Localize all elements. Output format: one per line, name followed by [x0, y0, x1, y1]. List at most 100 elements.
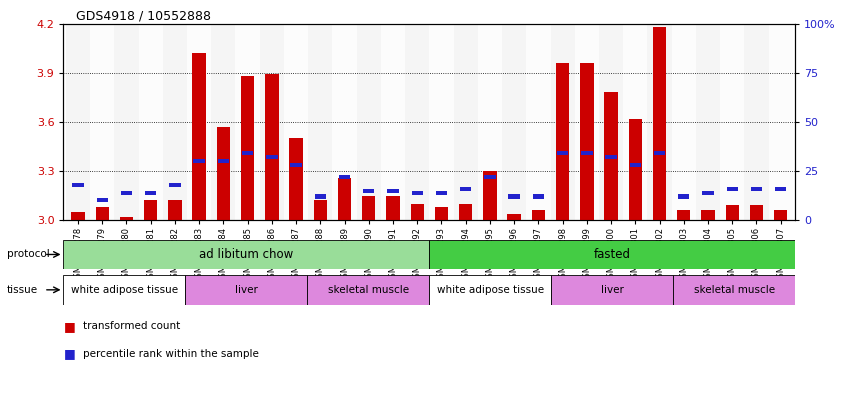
Bar	[654, 151, 665, 155]
Bar	[363, 189, 375, 193]
Bar	[726, 206, 739, 220]
Bar	[314, 200, 327, 220]
Bar	[629, 119, 642, 220]
Bar	[702, 191, 714, 195]
Bar	[429, 240, 795, 269]
Bar	[121, 191, 132, 195]
Text: ■: ■	[63, 347, 75, 360]
Bar	[720, 24, 744, 220]
Bar	[315, 195, 326, 198]
Bar	[91, 24, 114, 220]
Bar	[71, 212, 85, 220]
Bar	[235, 24, 260, 220]
Bar	[145, 191, 157, 195]
Bar	[653, 27, 666, 220]
Bar	[604, 92, 618, 220]
Bar	[139, 24, 162, 220]
Text: skeletal muscle: skeletal muscle	[694, 285, 775, 295]
Bar	[678, 195, 689, 198]
Bar	[162, 24, 187, 220]
Bar	[212, 24, 235, 220]
Bar	[410, 204, 424, 220]
Bar	[242, 151, 253, 155]
Bar	[332, 24, 357, 220]
Text: white adipose tissue: white adipose tissue	[71, 285, 178, 295]
Bar	[696, 24, 720, 220]
Bar	[362, 196, 376, 220]
Bar	[556, 63, 569, 220]
Bar	[436, 191, 448, 195]
Bar	[484, 175, 496, 179]
Bar	[169, 183, 180, 187]
Bar	[266, 155, 277, 159]
Bar	[260, 24, 284, 220]
Bar	[552, 275, 673, 305]
Bar	[193, 53, 206, 220]
Text: ad libitum chow: ad libitum chow	[200, 248, 294, 261]
Bar	[775, 187, 787, 191]
Bar	[289, 138, 303, 220]
Bar	[677, 210, 690, 220]
Bar	[768, 24, 793, 220]
Bar	[508, 213, 521, 220]
Bar	[387, 196, 399, 220]
Bar	[574, 24, 599, 220]
Text: ■: ■	[63, 320, 75, 333]
Bar	[284, 24, 308, 220]
Bar	[405, 24, 429, 220]
Bar	[460, 187, 471, 191]
Bar	[339, 175, 350, 179]
Bar	[96, 198, 108, 202]
Text: GDS4918 / 10552888: GDS4918 / 10552888	[76, 10, 212, 23]
Bar	[750, 187, 762, 191]
Text: protocol: protocol	[7, 249, 50, 259]
Bar	[387, 189, 398, 193]
Bar	[66, 24, 91, 220]
Bar	[774, 210, 788, 220]
Bar	[168, 200, 182, 220]
Text: liver: liver	[601, 285, 624, 295]
Bar	[144, 200, 157, 220]
Bar	[120, 217, 133, 220]
Text: white adipose tissue: white adipose tissue	[437, 285, 544, 295]
Bar	[290, 163, 302, 167]
Bar	[435, 207, 448, 220]
Bar	[606, 155, 617, 159]
Bar	[217, 159, 229, 163]
Bar	[187, 24, 212, 220]
Bar	[453, 24, 478, 220]
Bar	[72, 183, 84, 187]
Bar	[241, 76, 255, 220]
Bar	[629, 163, 641, 167]
Bar	[308, 24, 332, 220]
Bar	[96, 207, 109, 220]
Bar	[599, 24, 624, 220]
Bar	[647, 24, 672, 220]
Bar	[429, 275, 552, 305]
Bar	[624, 24, 647, 220]
Bar	[673, 275, 795, 305]
Bar	[483, 171, 497, 220]
Bar	[533, 195, 544, 198]
Bar	[526, 24, 551, 220]
Bar	[429, 24, 453, 220]
Bar	[63, 275, 185, 305]
Bar	[551, 24, 574, 220]
Bar	[532, 210, 545, 220]
Bar	[502, 24, 526, 220]
Bar	[217, 127, 230, 220]
Bar	[381, 24, 405, 220]
Bar	[701, 210, 715, 220]
Bar	[63, 240, 429, 269]
Bar	[194, 159, 205, 163]
Bar	[580, 63, 594, 220]
Text: tissue: tissue	[7, 285, 38, 295]
Text: percentile rank within the sample: percentile rank within the sample	[83, 349, 259, 359]
Bar	[727, 187, 738, 191]
Bar	[114, 24, 139, 220]
Bar	[581, 151, 592, 155]
Bar	[672, 24, 696, 220]
Bar	[557, 151, 569, 155]
Bar	[744, 24, 768, 220]
Bar	[411, 191, 423, 195]
